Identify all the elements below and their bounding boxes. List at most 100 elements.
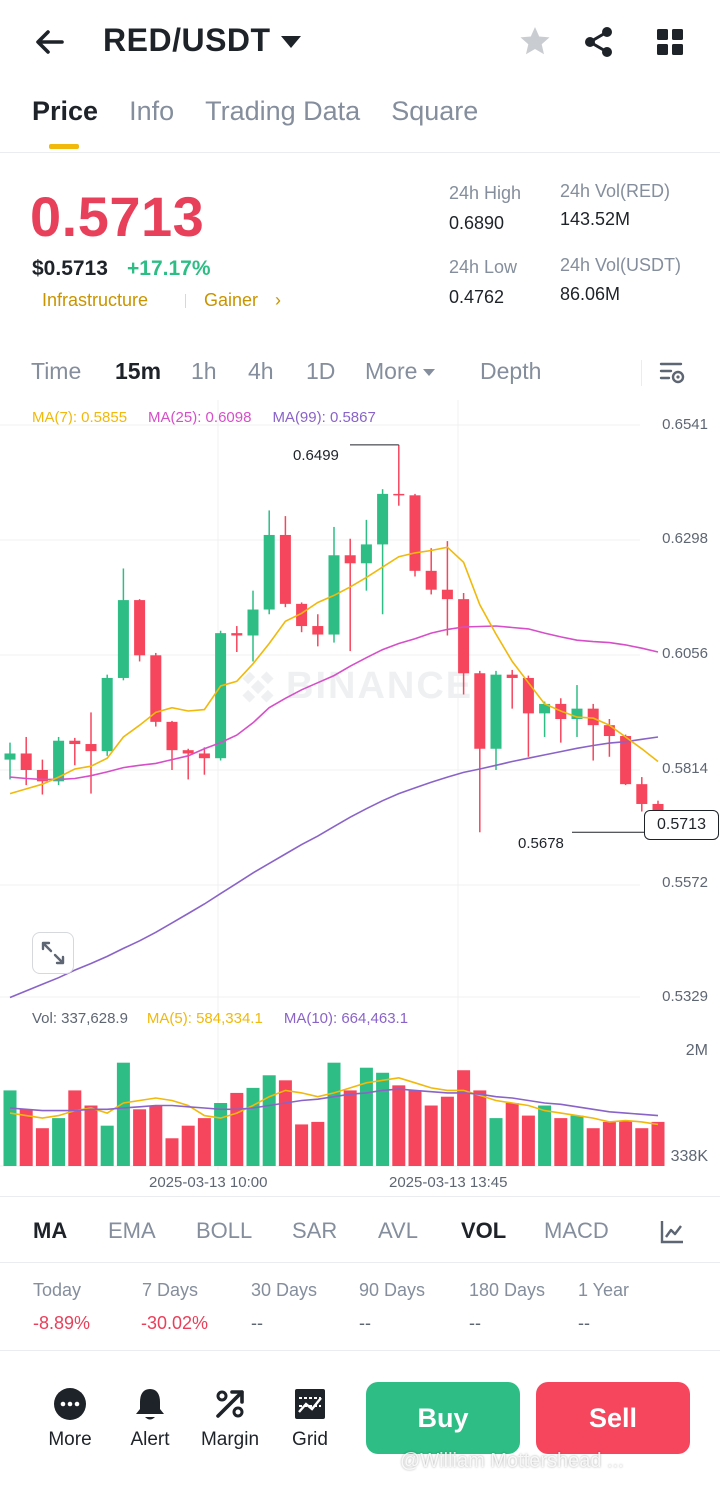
more-icon[interactable] xyxy=(50,1384,90,1424)
volume-bar xyxy=(100,1125,114,1166)
indicator-sar[interactable]: SAR xyxy=(292,1218,338,1243)
watermark-text: BINANCE xyxy=(286,665,474,707)
vol-red-value: 143.52M xyxy=(560,209,631,229)
grid-bot-icon[interactable] xyxy=(290,1384,330,1424)
alert-label[interactable]: Alert xyxy=(130,1429,170,1450)
candle-body xyxy=(231,633,243,636)
volume-bar xyxy=(424,1105,438,1166)
perf-label: 180 Days xyxy=(469,1280,546,1300)
volume-ma10-line xyxy=(9,1088,659,1117)
tag-infrastructure[interactable]: Infrastructure xyxy=(42,290,149,310)
volume-bar xyxy=(311,1121,325,1166)
candle-body xyxy=(652,803,664,816)
volume-bar xyxy=(554,1118,568,1166)
volume-bar xyxy=(278,1080,292,1166)
volume-bar xyxy=(327,1062,341,1166)
time-axis-label: 2025-03-13 10:00 xyxy=(149,1174,268,1191)
margin-label[interactable]: Margin xyxy=(200,1429,260,1450)
perf-value: -- xyxy=(469,1313,481,1333)
margin-icon[interactable] xyxy=(210,1384,250,1424)
tab-price[interactable]: Price xyxy=(32,96,98,152)
volume-bar xyxy=(457,1070,471,1166)
candle-body xyxy=(636,784,648,804)
back-arrow-icon[interactable] xyxy=(30,22,70,62)
interval-4h[interactable]: 4h xyxy=(248,358,274,384)
perf-value: -- xyxy=(359,1313,371,1333)
candle-body xyxy=(85,744,97,752)
interval-1h[interactable]: 1h xyxy=(191,358,217,384)
ma25-line xyxy=(9,625,659,781)
grid-label[interactable]: Grid xyxy=(292,1429,328,1450)
candle-body xyxy=(393,493,405,496)
volume-bar xyxy=(35,1128,49,1166)
divider xyxy=(0,1196,720,1197)
top-header: RED/USDT xyxy=(0,0,720,84)
interval-bar: Time 15m 1h 4h 1D More Depth xyxy=(0,358,720,390)
candle-body xyxy=(4,753,16,760)
perf-label: Today xyxy=(33,1280,82,1300)
share-icon[interactable] xyxy=(579,22,619,62)
candle-body xyxy=(279,534,291,604)
perf-value: -8.89% xyxy=(33,1313,91,1333)
volume-bar xyxy=(521,1115,535,1166)
tab-square[interactable]: Square xyxy=(391,96,479,126)
tag-gainer[interactable]: Gainer › xyxy=(204,290,281,311)
indicator-settings-icon[interactable] xyxy=(658,1218,686,1246)
interval-time[interactable]: Time xyxy=(31,358,82,384)
candle-body xyxy=(215,633,227,759)
indicator-macd[interactable]: MACD xyxy=(544,1218,609,1243)
grid-icon[interactable] xyxy=(650,22,690,62)
volume-bar xyxy=(586,1128,600,1166)
volume-ma5-line xyxy=(9,1076,659,1126)
star-icon[interactable] xyxy=(515,22,555,62)
volume-bar xyxy=(84,1105,98,1166)
volume-bar xyxy=(52,1118,66,1166)
bell-icon[interactable] xyxy=(130,1384,170,1424)
ma99-legend: MA(99): 0.5867 xyxy=(272,409,376,426)
volume-bar xyxy=(505,1103,519,1166)
indicator-ma[interactable]: MA xyxy=(33,1218,68,1243)
candle-body xyxy=(571,708,583,720)
candle-body xyxy=(490,674,502,749)
interval-more[interactable]: More xyxy=(365,358,436,385)
volume-axis-label: 2M xyxy=(685,1042,708,1059)
buy-button[interactable]: Buy xyxy=(366,1382,520,1454)
expand-chart-button[interactable] xyxy=(32,932,74,974)
price-change: +17.17% xyxy=(127,257,211,280)
time-axis-label: 2025-03-13 13:45 xyxy=(389,1174,508,1191)
interval-15m[interactable]: 15m xyxy=(115,358,162,384)
pair-selector[interactable]: RED/USDT xyxy=(103,22,301,59)
volume-bar xyxy=(165,1138,179,1166)
candle-body xyxy=(263,534,275,610)
sell-button[interactable]: Sell xyxy=(536,1382,690,1454)
interval-1d[interactable]: 1D xyxy=(306,358,336,384)
indicator-vol[interactable]: VOL xyxy=(461,1218,507,1243)
chart-settings-icon[interactable] xyxy=(657,358,687,388)
volume-bar xyxy=(116,1062,130,1166)
ma7-legend: MA(7): 0.5855 xyxy=(32,409,128,426)
indicator-avl[interactable]: AVL xyxy=(378,1218,418,1243)
divider xyxy=(0,1262,720,1263)
price-axis-label: 0.5814 xyxy=(662,760,708,777)
indicator-ema[interactable]: EMA xyxy=(108,1218,156,1243)
volume-bar xyxy=(392,1085,406,1166)
volume-bar xyxy=(538,1105,552,1166)
tab-trading-data[interactable]: Trading Data xyxy=(205,96,361,126)
candle-body xyxy=(296,603,308,627)
current-price-badge: 0.5713 xyxy=(644,810,719,840)
tab-info[interactable]: Info xyxy=(129,96,175,126)
volume-ma5-legend: MA(5): 584,334.1 xyxy=(146,1010,263,1027)
candle-body xyxy=(150,655,162,722)
candle-body xyxy=(53,740,65,782)
indicator-boll[interactable]: BOLL xyxy=(196,1218,253,1243)
interval-depth[interactable]: Depth xyxy=(480,358,542,384)
candlestick-chart[interactable] xyxy=(0,400,720,1170)
low-value: 0.4762 xyxy=(449,287,505,307)
perf-label: 1 Year xyxy=(578,1280,630,1300)
volume-bar xyxy=(343,1090,357,1166)
more-label[interactable]: More xyxy=(48,1429,92,1450)
volume-bar xyxy=(408,1090,422,1166)
price-axis-label: 0.6541 xyxy=(662,416,708,433)
tag-separator xyxy=(185,294,186,308)
credit-watermark: @William Mottershead ... xyxy=(400,1450,624,1472)
